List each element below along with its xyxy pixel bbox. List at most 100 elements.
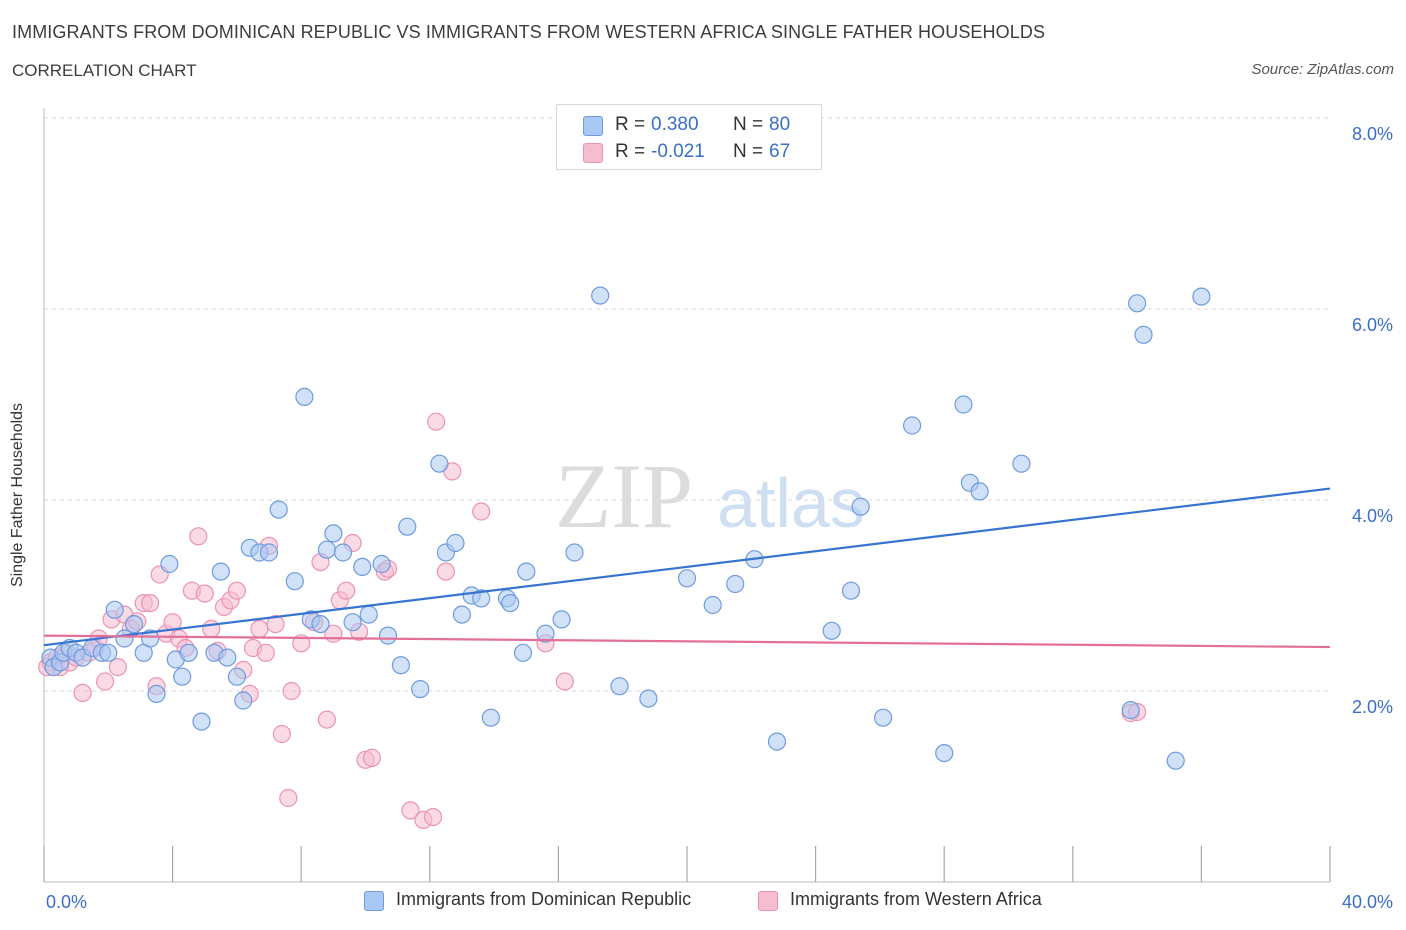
point-dominican xyxy=(954,395,973,414)
point-dominican xyxy=(1127,294,1147,313)
point-dominican xyxy=(218,648,237,667)
point-dominican xyxy=(105,600,124,619)
point-dominican xyxy=(378,626,398,645)
point-dominican xyxy=(1012,454,1031,473)
source-credit: Source: ZipAtlas.com xyxy=(1251,61,1394,78)
point-western-africa xyxy=(317,710,336,729)
point-dominican xyxy=(935,743,954,763)
point-dominican xyxy=(192,712,211,731)
trend-lines xyxy=(43,487,1331,649)
point-western-africa xyxy=(401,801,420,820)
point-western-africa xyxy=(95,672,115,691)
r-value: -0.021 xyxy=(651,141,705,162)
point-dominican xyxy=(324,524,343,543)
r-value: 0.380 xyxy=(651,114,699,135)
y-tick-label: 4.0% xyxy=(1352,506,1393,526)
point-dominican xyxy=(452,605,471,624)
point-dominican xyxy=(160,554,179,574)
point-western-africa xyxy=(195,584,214,603)
y-tick-label: 6.0% xyxy=(1352,315,1393,335)
point-dominican xyxy=(552,610,571,629)
point-dominican xyxy=(115,629,134,648)
point-dominican xyxy=(726,574,745,594)
y-tick-label: 2.0% xyxy=(1352,697,1393,717)
point-dominican xyxy=(481,708,500,727)
stats-row-western-africa: R = -0.021 N = 67 xyxy=(557,140,821,166)
point-western-africa xyxy=(472,502,491,521)
point-western-africa xyxy=(272,724,291,744)
point-western-africa xyxy=(266,614,285,634)
chart-subtitle: CORRELATION CHART xyxy=(12,61,197,80)
point-western-africa xyxy=(163,613,182,632)
x-tick-label: 40.0% xyxy=(1342,892,1393,912)
point-dominican xyxy=(1192,287,1211,306)
point-dominican xyxy=(851,497,870,516)
point-western-africa xyxy=(436,562,455,581)
point-western-africa xyxy=(256,643,275,662)
point-dominican xyxy=(269,500,288,519)
point-dominican xyxy=(1166,751,1185,770)
chart-title: IMMIGRANTS FROM DOMINICAN REPUBLIC VS IM… xyxy=(12,22,1046,42)
point-western-africa xyxy=(202,619,221,639)
point-dominican xyxy=(411,679,430,699)
point-dominican xyxy=(179,643,198,662)
stats-legend: R = 0.380 N = 80 R = -0.021 N = 67 xyxy=(556,104,822,170)
point-dominican xyxy=(873,708,893,727)
point-western-africa xyxy=(227,581,246,600)
n-value: 67 xyxy=(769,141,791,162)
stats-row-dominican: R = 0.380 N = 80 xyxy=(557,113,821,139)
watermark-zip: ZIP xyxy=(555,445,693,547)
point-dominican xyxy=(295,387,314,406)
point-dominican xyxy=(1134,325,1153,344)
point-western-africa xyxy=(279,788,298,808)
axes xyxy=(43,108,1331,883)
point-dominican xyxy=(536,624,555,643)
point-dominican xyxy=(767,732,787,751)
point-western-africa xyxy=(423,807,443,827)
legend-swatch-blue xyxy=(364,891,384,911)
point-dominican xyxy=(822,621,841,640)
n-label: N = xyxy=(733,114,764,135)
point-dominican xyxy=(591,286,610,305)
point-western-africa xyxy=(337,581,356,600)
point-dominican xyxy=(513,643,533,662)
point-dominican xyxy=(141,629,160,648)
point-dominican xyxy=(841,581,861,600)
n-label: N = xyxy=(733,141,764,162)
point-western-africa xyxy=(282,681,301,701)
point-dominican xyxy=(501,593,520,613)
point-dominican xyxy=(610,677,629,696)
point-dominican xyxy=(124,614,144,634)
point-western-africa xyxy=(362,748,381,768)
point-dominican xyxy=(343,613,362,632)
point-dominican xyxy=(227,667,246,686)
watermark: ZIP atlas xyxy=(555,445,865,547)
point-dominican xyxy=(311,614,330,634)
point-dominican xyxy=(677,569,697,588)
point-dominican xyxy=(430,454,449,473)
point-dominican xyxy=(99,643,118,662)
point-dominican xyxy=(639,689,658,708)
point-western-africa xyxy=(141,593,160,613)
point-dominican xyxy=(372,554,391,574)
series-dominican-republic xyxy=(41,286,1211,770)
legend-label: Immigrants from Dominican Republic xyxy=(396,889,692,909)
point-western-africa xyxy=(427,412,446,431)
point-dominican xyxy=(259,543,279,562)
x-tick-label: 0.0% xyxy=(46,892,87,912)
tick-labels: 2.0% 4.0% 6.0% 8.0% 0.0% 40.0% xyxy=(46,124,1393,912)
point-western-africa xyxy=(73,683,92,703)
r-label: R = xyxy=(615,114,646,135)
point-western-africa xyxy=(292,634,311,653)
trend-line-dominican xyxy=(43,487,1331,647)
point-dominican xyxy=(391,656,410,675)
point-dominican xyxy=(902,416,922,435)
point-dominican xyxy=(353,557,372,577)
point-western-africa xyxy=(555,672,574,691)
legend-label: Immigrants from Western Africa xyxy=(790,889,1042,909)
n-value: 80 xyxy=(769,114,791,135)
point-dominican xyxy=(970,482,989,501)
r-label: R = xyxy=(615,141,646,162)
legend-swatch-pink xyxy=(758,891,778,911)
